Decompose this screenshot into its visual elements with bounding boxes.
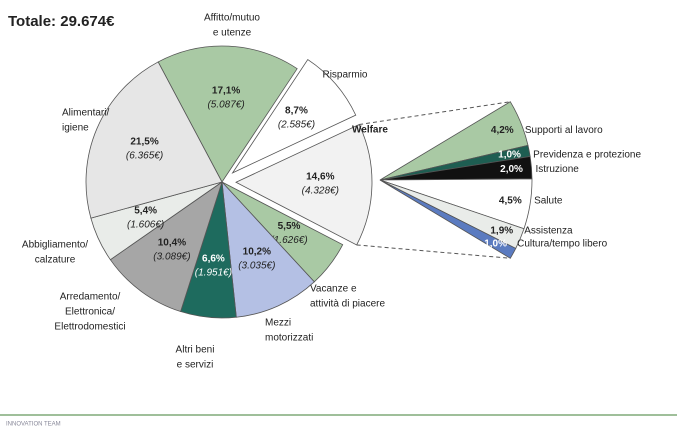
slice-percent: 5,4% [134, 205, 157, 216]
sub-percent: 1,0% [498, 149, 521, 160]
sub-name: Istruzione [535, 164, 579, 175]
slice-name: calzature [35, 255, 76, 266]
slice-percent: 6,6% [202, 254, 225, 265]
sub-name: Salute [534, 196, 563, 207]
sub-name: Cultura/tempo libero [517, 238, 607, 249]
slice-percent: 8,7% [285, 105, 308, 116]
slice-name: Alimentari/ [62, 108, 109, 119]
slice-amount: (6.365€) [126, 150, 163, 161]
slice-amount: (3.035€) [238, 260, 275, 271]
slice-percent: 14,6% [306, 172, 334, 183]
slice-name: Affitto/mutuo [204, 13, 260, 24]
slice-name: e servizi [177, 360, 214, 371]
slice-percent: 10,2% [243, 246, 271, 257]
slice-name: motorizzati [265, 333, 313, 344]
slice-name: igiene [62, 123, 89, 134]
sub-percent: 4,5% [499, 196, 522, 207]
footer: INNOVATION TEAM [6, 422, 61, 428]
slice-percent: 5,5% [278, 221, 301, 232]
sub-percent: 1,9% [490, 226, 513, 237]
slice-percent: 21,5% [130, 136, 158, 147]
slice-amount: (1.606€) [127, 219, 164, 230]
slice-name: Welfare [352, 125, 388, 136]
slice-name: Risparmio [322, 70, 367, 81]
slice-name: Abbigliamento/ [22, 240, 88, 251]
pie-slice [231, 58, 357, 174]
pie-slice [235, 124, 373, 246]
slice-amount: (5.087€) [207, 99, 244, 110]
sub-name: Previdenza e protezione [533, 149, 641, 160]
connector [359, 101, 511, 126]
slice-percent: 10,4% [158, 237, 186, 248]
sub-percent: 2,0% [500, 164, 523, 175]
pie-slice [157, 45, 298, 183]
sub-slice [379, 179, 517, 259]
sub-name: Supporti al lavoro [525, 125, 603, 136]
pie-slice [85, 61, 223, 219]
slice-name: Elettronica/ [65, 307, 115, 318]
slice-name: Mezzi [265, 318, 291, 329]
slice-amount: (1.951€) [195, 268, 232, 279]
slice-amount: (3.089€) [153, 251, 190, 262]
slice-name: e utenze [213, 28, 252, 39]
pie-slice [109, 180, 223, 313]
slice-amount: (2.585€) [278, 119, 315, 130]
slice-name: attività di piacere [310, 299, 385, 310]
sub-percent: 4,2% [491, 125, 514, 136]
sub-percent: 1,0% [484, 238, 507, 249]
slice-name: Vacanze e [310, 284, 357, 295]
slice-name: Altri beni [176, 345, 215, 356]
slice-name: Elettrodomestici [54, 322, 125, 333]
pie-slice [221, 180, 315, 318]
slice-name: Arredamento/ [60, 292, 121, 303]
slice-amount: (1.626€) [270, 235, 307, 246]
chart-title: Totale: 29.674€ [8, 13, 115, 30]
slice-percent: 17,1% [212, 85, 240, 96]
slice-amount: (4.328€) [302, 186, 339, 197]
sub-name: Assistenza [524, 226, 573, 237]
connector [356, 244, 511, 259]
